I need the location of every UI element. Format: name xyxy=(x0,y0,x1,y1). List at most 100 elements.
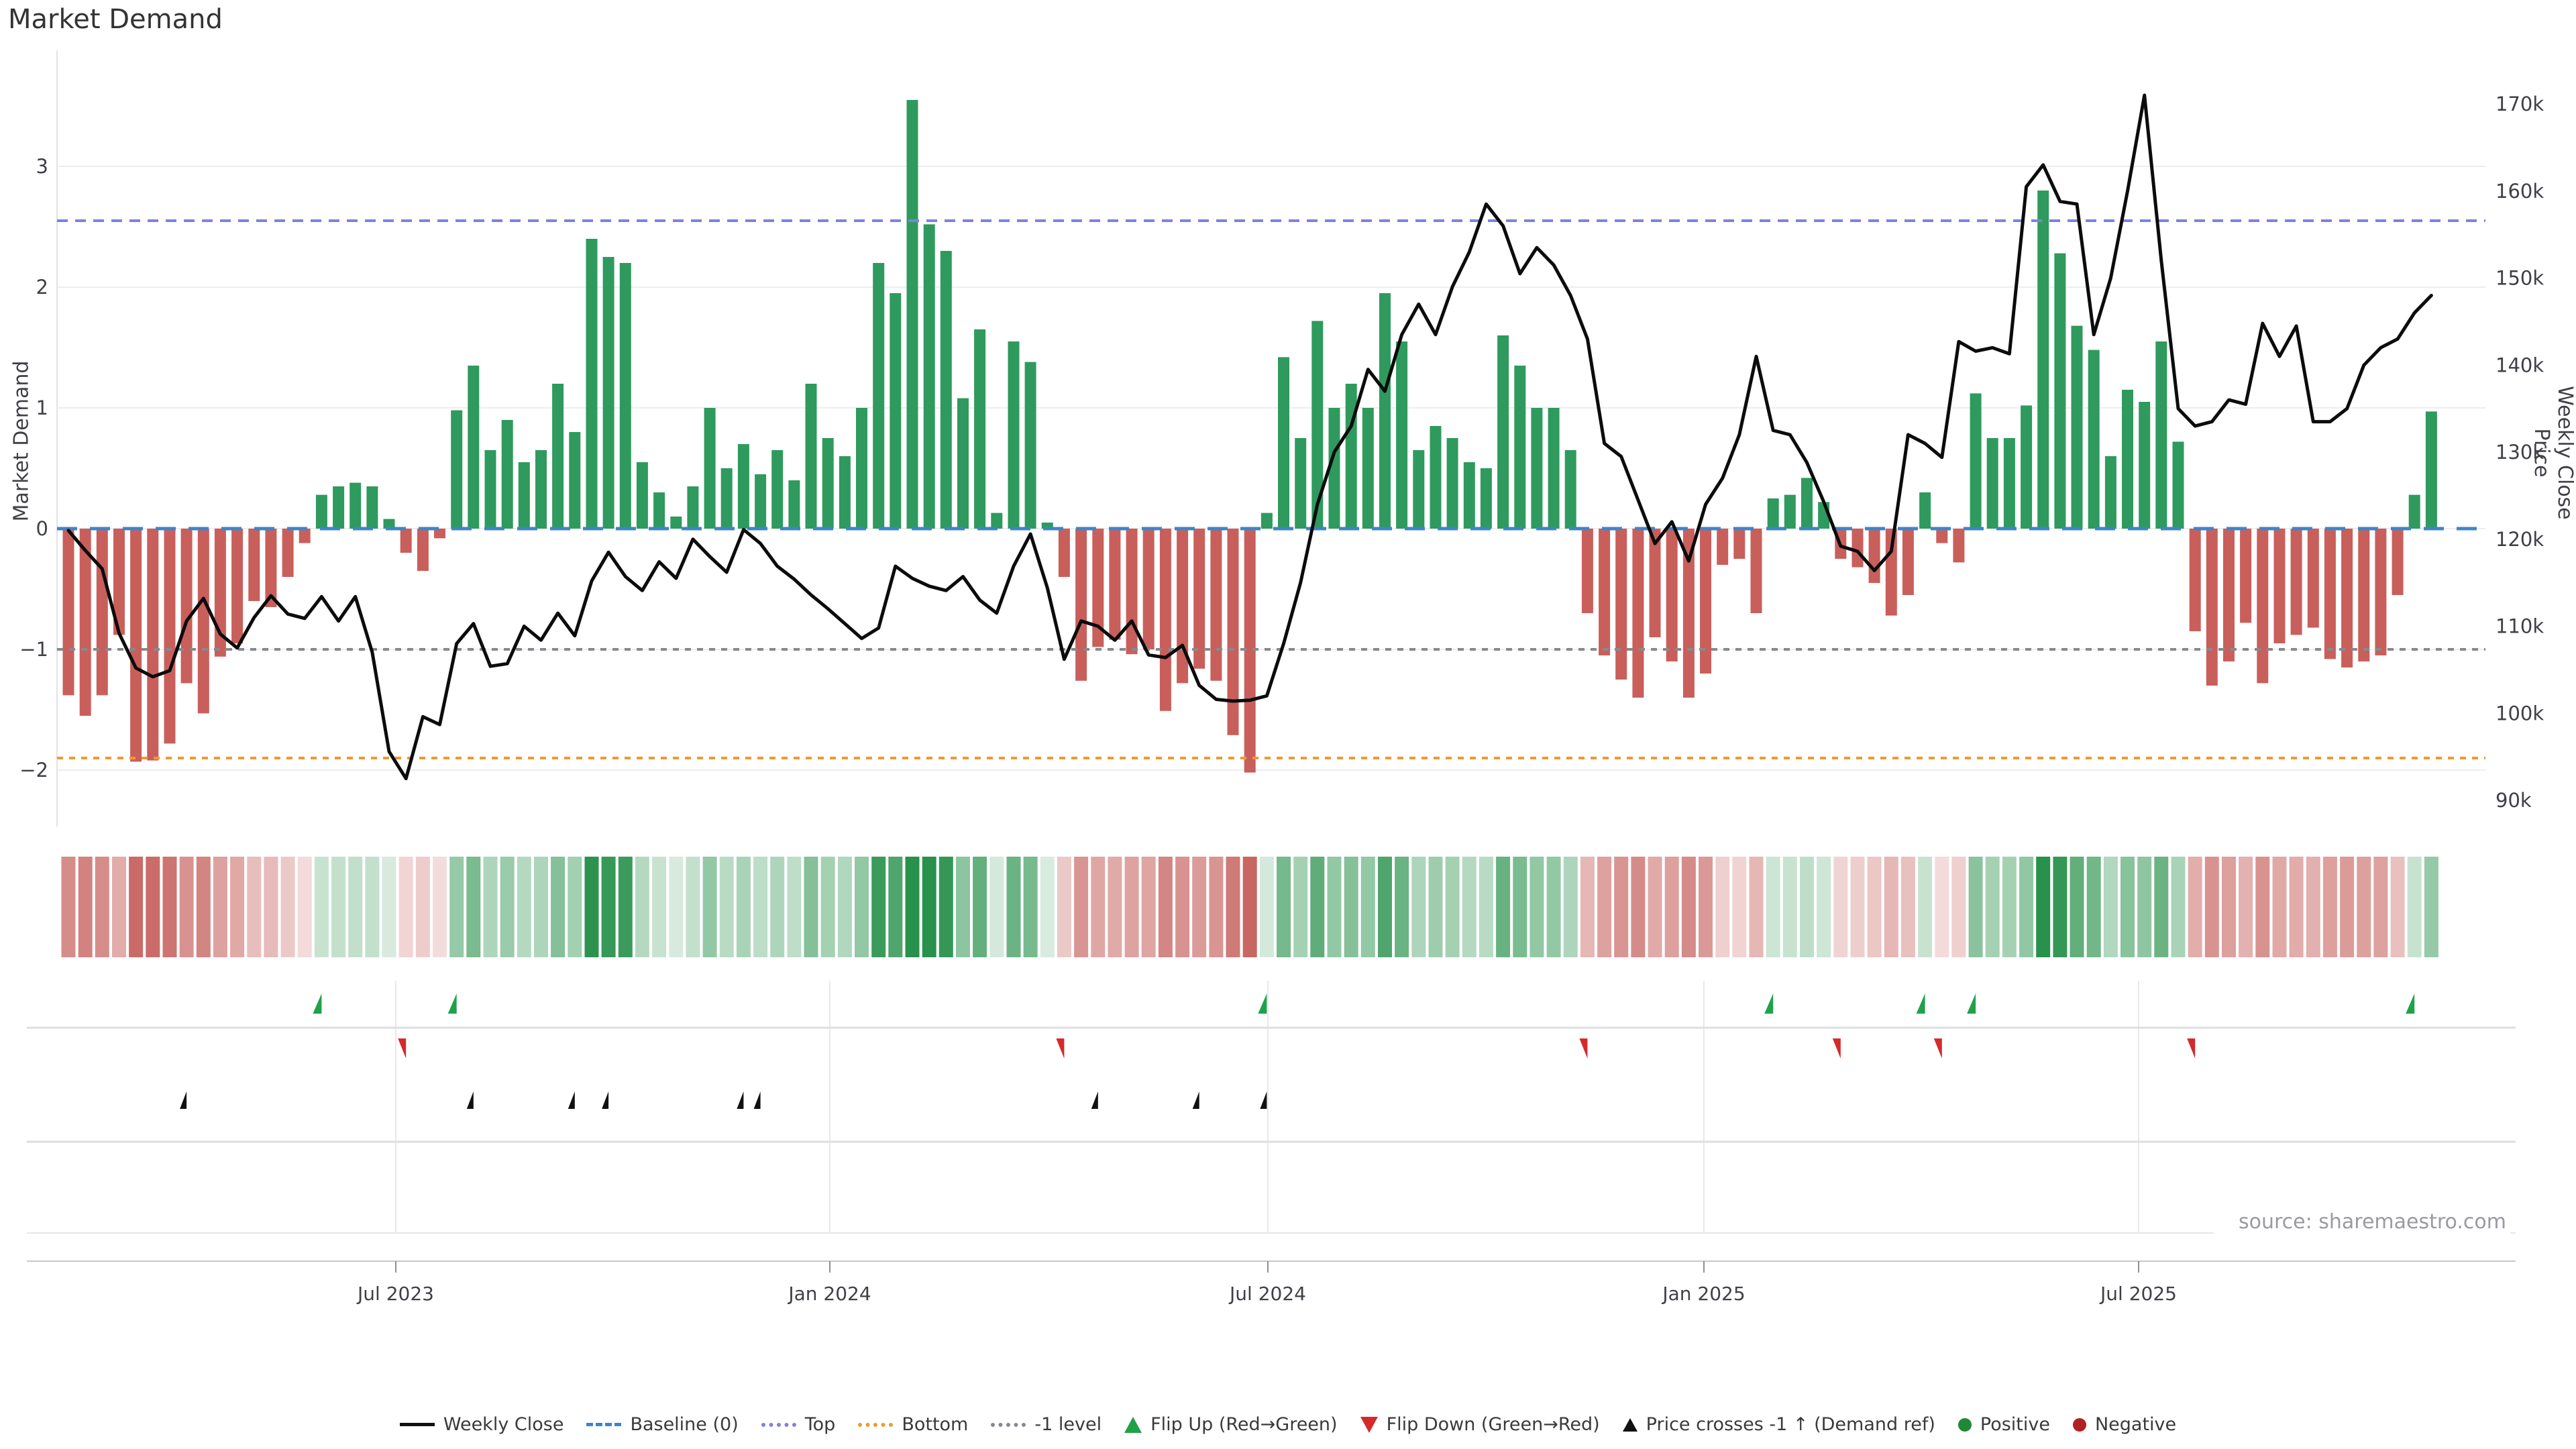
demand-bar xyxy=(1244,529,1256,773)
legend-item[interactable]: Negative xyxy=(2072,1414,2176,1435)
demand-bar xyxy=(1767,498,1779,529)
legend-swatch-dot xyxy=(2072,1417,2086,1432)
heatmap-cell xyxy=(2154,857,2169,957)
legend-item[interactable]: Flip Down (Green→Red) xyxy=(1360,1414,1600,1435)
demand-bar xyxy=(417,529,429,571)
heatmap-cell xyxy=(1631,857,1646,957)
heatmap-cell xyxy=(1192,857,1207,957)
demand-bar xyxy=(535,450,547,529)
legend-item[interactable]: Price crosses -1 ↑ (Demand ref) xyxy=(1622,1414,1935,1435)
demand-bar xyxy=(1531,408,1543,529)
legend-item[interactable]: Bottom xyxy=(858,1414,968,1435)
heatmap-cell xyxy=(1546,857,1561,957)
heatmap-cell xyxy=(2289,857,2304,957)
heatmap-cell xyxy=(196,857,211,957)
flip-down-marker xyxy=(2187,1038,2196,1059)
heatmap-cell xyxy=(1023,857,1038,957)
demand-bar xyxy=(1328,408,1340,529)
demand-bar xyxy=(720,468,733,529)
legend-item[interactable]: Flip Up (Red→Green) xyxy=(1124,1414,1338,1435)
demand-bar xyxy=(1227,529,1239,735)
flip-down-marker xyxy=(1933,1038,1942,1059)
demand-bar xyxy=(1430,426,1442,529)
heatmap-cell xyxy=(719,857,734,957)
heatmap-cell xyxy=(382,857,396,957)
heatmap-cell xyxy=(1091,857,1106,957)
demand-bar xyxy=(1649,529,1661,637)
legend-item[interactable]: Top xyxy=(761,1414,835,1435)
demand-bar xyxy=(1902,529,1914,595)
heatmap-cell xyxy=(820,857,835,957)
heatmap-cell xyxy=(837,857,852,957)
legend: Weekly Close Baseline (0) Top Bottom -1 leve… xyxy=(0,1414,2576,1435)
heatmap-cell xyxy=(2407,857,2422,957)
heatmap-cell xyxy=(230,857,245,957)
heatmap-cell xyxy=(686,857,700,957)
heatmap-cell xyxy=(1259,857,1274,957)
demand-bar xyxy=(1599,529,1611,655)
price-cross-marker xyxy=(602,1091,609,1109)
legend-label: Positive xyxy=(1980,1414,2050,1435)
demand-bar xyxy=(1480,468,1492,529)
demand-bar xyxy=(2240,529,2252,623)
heatmap-cell xyxy=(1985,857,2000,957)
heatmap-cell xyxy=(2002,857,2017,957)
page-title: Market Demand xyxy=(8,4,223,35)
heatmap-cell xyxy=(2357,857,2371,957)
demand-bar xyxy=(197,529,209,714)
right-tick-label: 100k xyxy=(2496,702,2544,724)
legend-item[interactable]: Positive xyxy=(1957,1414,2050,1435)
heatmap-cell xyxy=(1563,857,1578,957)
tri-down-icon xyxy=(1360,1416,1378,1433)
demand-bar xyxy=(1379,293,1391,529)
demand-bar xyxy=(1413,450,1425,529)
heatmap-cell xyxy=(2373,857,2388,957)
demand-bar xyxy=(1058,529,1070,577)
demand-bar xyxy=(96,529,108,696)
legend-swatch-line xyxy=(399,1423,435,1426)
demand-bar xyxy=(1581,529,1593,613)
demand-bar xyxy=(687,486,699,529)
demand-bar xyxy=(1885,529,1897,616)
heatmap-cell xyxy=(2390,857,2405,957)
heatmap-cell xyxy=(2322,857,2337,957)
left-tick-label: −2 xyxy=(19,759,48,782)
heatmap-cell xyxy=(348,857,363,957)
legend-swatch-dashed xyxy=(586,1423,622,1426)
demand-bar xyxy=(1210,529,1222,681)
heatmap-cell xyxy=(2036,857,2051,957)
heatmap-cell xyxy=(2340,857,2355,957)
heatmap-cell xyxy=(247,857,262,957)
demand-bar xyxy=(2307,529,2319,628)
demand-bar xyxy=(2088,350,2100,529)
heatmap-cell xyxy=(584,857,599,957)
flip-up-marker xyxy=(1967,994,1976,1014)
flip-down-marker xyxy=(398,1038,407,1059)
demand-bar xyxy=(1463,462,1475,529)
x-tick-label: Jul 2023 xyxy=(356,1283,434,1305)
right-tick-label: 120k xyxy=(2496,528,2544,551)
right-tick-label: 150k xyxy=(2496,267,2544,290)
heatmap-cell xyxy=(1681,857,1696,957)
flip-up-marker xyxy=(447,994,457,1014)
legend-label: -1 level xyxy=(1034,1414,1102,1435)
heatmap-cell xyxy=(1513,857,1527,957)
demand-bar xyxy=(1564,450,1576,529)
legend-item[interactable]: -1 level xyxy=(991,1414,1102,1435)
demand-bar xyxy=(704,408,716,529)
right-tick-label: 110k xyxy=(2496,615,2544,638)
flip-down-marker xyxy=(1056,1038,1065,1059)
demand-bar xyxy=(2341,529,2353,667)
heatmap-cell xyxy=(534,857,548,957)
heatmap-cell xyxy=(2306,857,2320,957)
demand-bar xyxy=(2003,438,2015,529)
legend-item[interactable]: Weekly Close xyxy=(399,1414,564,1435)
heatmap-cell xyxy=(1209,857,1224,957)
heatmap-cell xyxy=(1800,857,1814,957)
heatmap-cell xyxy=(2086,857,2101,957)
legend-item[interactable]: Baseline (0) xyxy=(586,1414,739,1435)
heatmap-cell xyxy=(871,857,886,957)
heatmap-cell xyxy=(1833,857,1848,957)
flip-up-marker xyxy=(1258,994,1267,1014)
